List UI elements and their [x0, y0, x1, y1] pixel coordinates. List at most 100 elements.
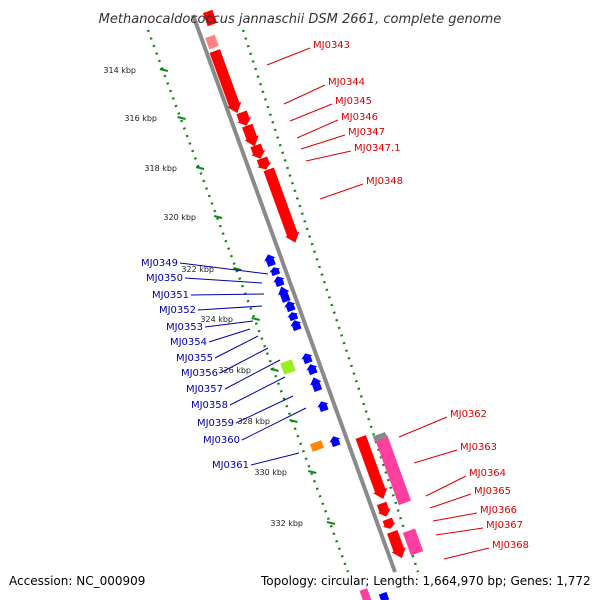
- gene-label: MJ0366: [480, 505, 517, 516]
- gene-box: [378, 591, 390, 600]
- gene-label-leader: [241, 407, 307, 441]
- gene-arrow: [376, 501, 391, 517]
- kbp-tick: [251, 317, 260, 321]
- gene-label: MJ0360: [203, 435, 240, 446]
- gene-label-leader: [296, 119, 339, 139]
- kbp-tick-marks: [159, 68, 336, 525]
- gene-arrow: [263, 167, 300, 243]
- gene-box: [359, 588, 373, 600]
- kbp-tick: [270, 368, 279, 372]
- gene-arrow: [290, 320, 302, 332]
- kbp-label: 318 kbp: [144, 164, 177, 173]
- gene-label-leader: [204, 320, 254, 328]
- reverse-gene-labels: MJ0349 MJ0350 MJ0351 MJ0352 MJ0353 MJ0354 MJ03…: [141, 258, 307, 471]
- gene-label: MJ0368: [492, 540, 529, 551]
- gene-arrow: [387, 529, 406, 559]
- gene-label: MJ0346: [341, 112, 378, 123]
- kbp-label: 324 kbp: [200, 315, 233, 324]
- gene-arrow: [236, 110, 252, 126]
- gene-box: [402, 528, 424, 556]
- gene-arrow: [205, 34, 219, 50]
- kbp-tick: [326, 521, 336, 525]
- kbp-tick: [289, 419, 298, 423]
- gene-label-leader: [435, 527, 484, 536]
- gene-label: MJ0350: [146, 273, 183, 284]
- gene-label: MJ0349: [141, 258, 178, 269]
- gene-label: MJ0345: [335, 96, 372, 107]
- gene-arrow: [242, 123, 259, 147]
- genome-backbone: [191, 14, 397, 573]
- gene-arrow: [301, 353, 313, 365]
- gene-label: MJ0348: [366, 176, 403, 187]
- kbp-labels: 314 kbp 316 kbp 318 kbp 320 kbp 322 kbp 324 k…: [103, 66, 303, 528]
- gene-arrow: [284, 301, 296, 313]
- gene-label: MJ0347: [348, 127, 385, 138]
- gene-label-leader: [398, 416, 448, 438]
- kbp-label: 326 kbp: [218, 366, 251, 375]
- kbp-label: 320 kbp: [163, 213, 196, 222]
- gene-label-leader: [305, 150, 352, 162]
- kbp-tick: [307, 470, 317, 474]
- gene-arrow: [250, 143, 266, 159]
- gene-arrow: [256, 156, 272, 170]
- kbp-label: 328 kbp: [237, 417, 270, 426]
- kbp-label: 332 kbp: [270, 519, 303, 528]
- kbp-tick: [233, 267, 242, 271]
- gene-label: MJ0353: [166, 322, 203, 333]
- gene-arrow: [382, 517, 396, 529]
- gene-label: MJ0364: [469, 468, 506, 479]
- map-title: Methanocaldococcus jannaschii DSM 2661, …: [99, 12, 502, 27]
- gene-label-leader: [300, 134, 346, 150]
- gene-label: MJ0347.1: [354, 143, 401, 154]
- gene-label-leader: [250, 452, 300, 466]
- gene-label-leader: [266, 47, 311, 66]
- accession-text: Accession: NC_000909: [9, 574, 146, 588]
- gene-box: [280, 359, 296, 375]
- ruler-right: [241, 29, 420, 573]
- gene-label-leader: [425, 475, 467, 497]
- ruler-left: [146, 29, 350, 573]
- gene-label: MJ0355: [176, 353, 213, 364]
- gene-arrow: [329, 436, 341, 448]
- kbp-tick: [195, 166, 205, 170]
- gene-label: MJ0365: [474, 486, 511, 497]
- gene-label: MJ0367: [486, 520, 523, 531]
- gene-box: [309, 440, 325, 452]
- gene-arrow: [209, 49, 242, 114]
- genome-stats-text: Topology: circular; Length: 1,664,970 bp…: [261, 574, 591, 588]
- gene-arrow: [269, 267, 281, 277]
- kbp-label: 314 kbp: [103, 66, 136, 75]
- gene-arrow: [273, 276, 285, 288]
- gene-arrow: [278, 286, 291, 303]
- gene-arrow: [317, 401, 329, 413]
- gene-label: MJ0344: [328, 77, 365, 88]
- gene-label-leader: [184, 277, 263, 284]
- gene-label: MJ0358: [191, 400, 228, 411]
- gene-label: MJ0351: [152, 290, 189, 301]
- gene-label-leader: [289, 103, 333, 122]
- gene-arrow: [310, 377, 323, 392]
- kbp-label: 330 kbp: [254, 468, 287, 477]
- kbp-label: 316 kbp: [124, 114, 157, 123]
- gene-label: MJ0363: [460, 442, 497, 453]
- gene-label: MJ0359: [197, 418, 234, 429]
- gene-arrow: [306, 364, 318, 376]
- gene-features: [202, 9, 424, 600]
- gene-label: MJ0361: [212, 460, 249, 471]
- gene-label: MJ0362: [450, 409, 487, 420]
- gene-label-leader: [319, 183, 364, 200]
- gene-arrow: [202, 9, 218, 27]
- gene-label: MJ0356: [181, 368, 218, 379]
- gene-label: MJ0343: [313, 40, 350, 51]
- gene-label-leader: [190, 293, 265, 296]
- gene-label-leader: [214, 335, 259, 359]
- gene-label-leader: [429, 493, 472, 509]
- gene-label-leader: [443, 547, 490, 560]
- gene-label: MJ0354: [170, 337, 207, 348]
- gene-label-leader: [219, 347, 269, 374]
- gene-label-leader: [208, 328, 251, 343]
- kbp-tick: [177, 116, 186, 120]
- kbp-tick: [159, 68, 169, 72]
- gene-label-leader: [432, 512, 478, 522]
